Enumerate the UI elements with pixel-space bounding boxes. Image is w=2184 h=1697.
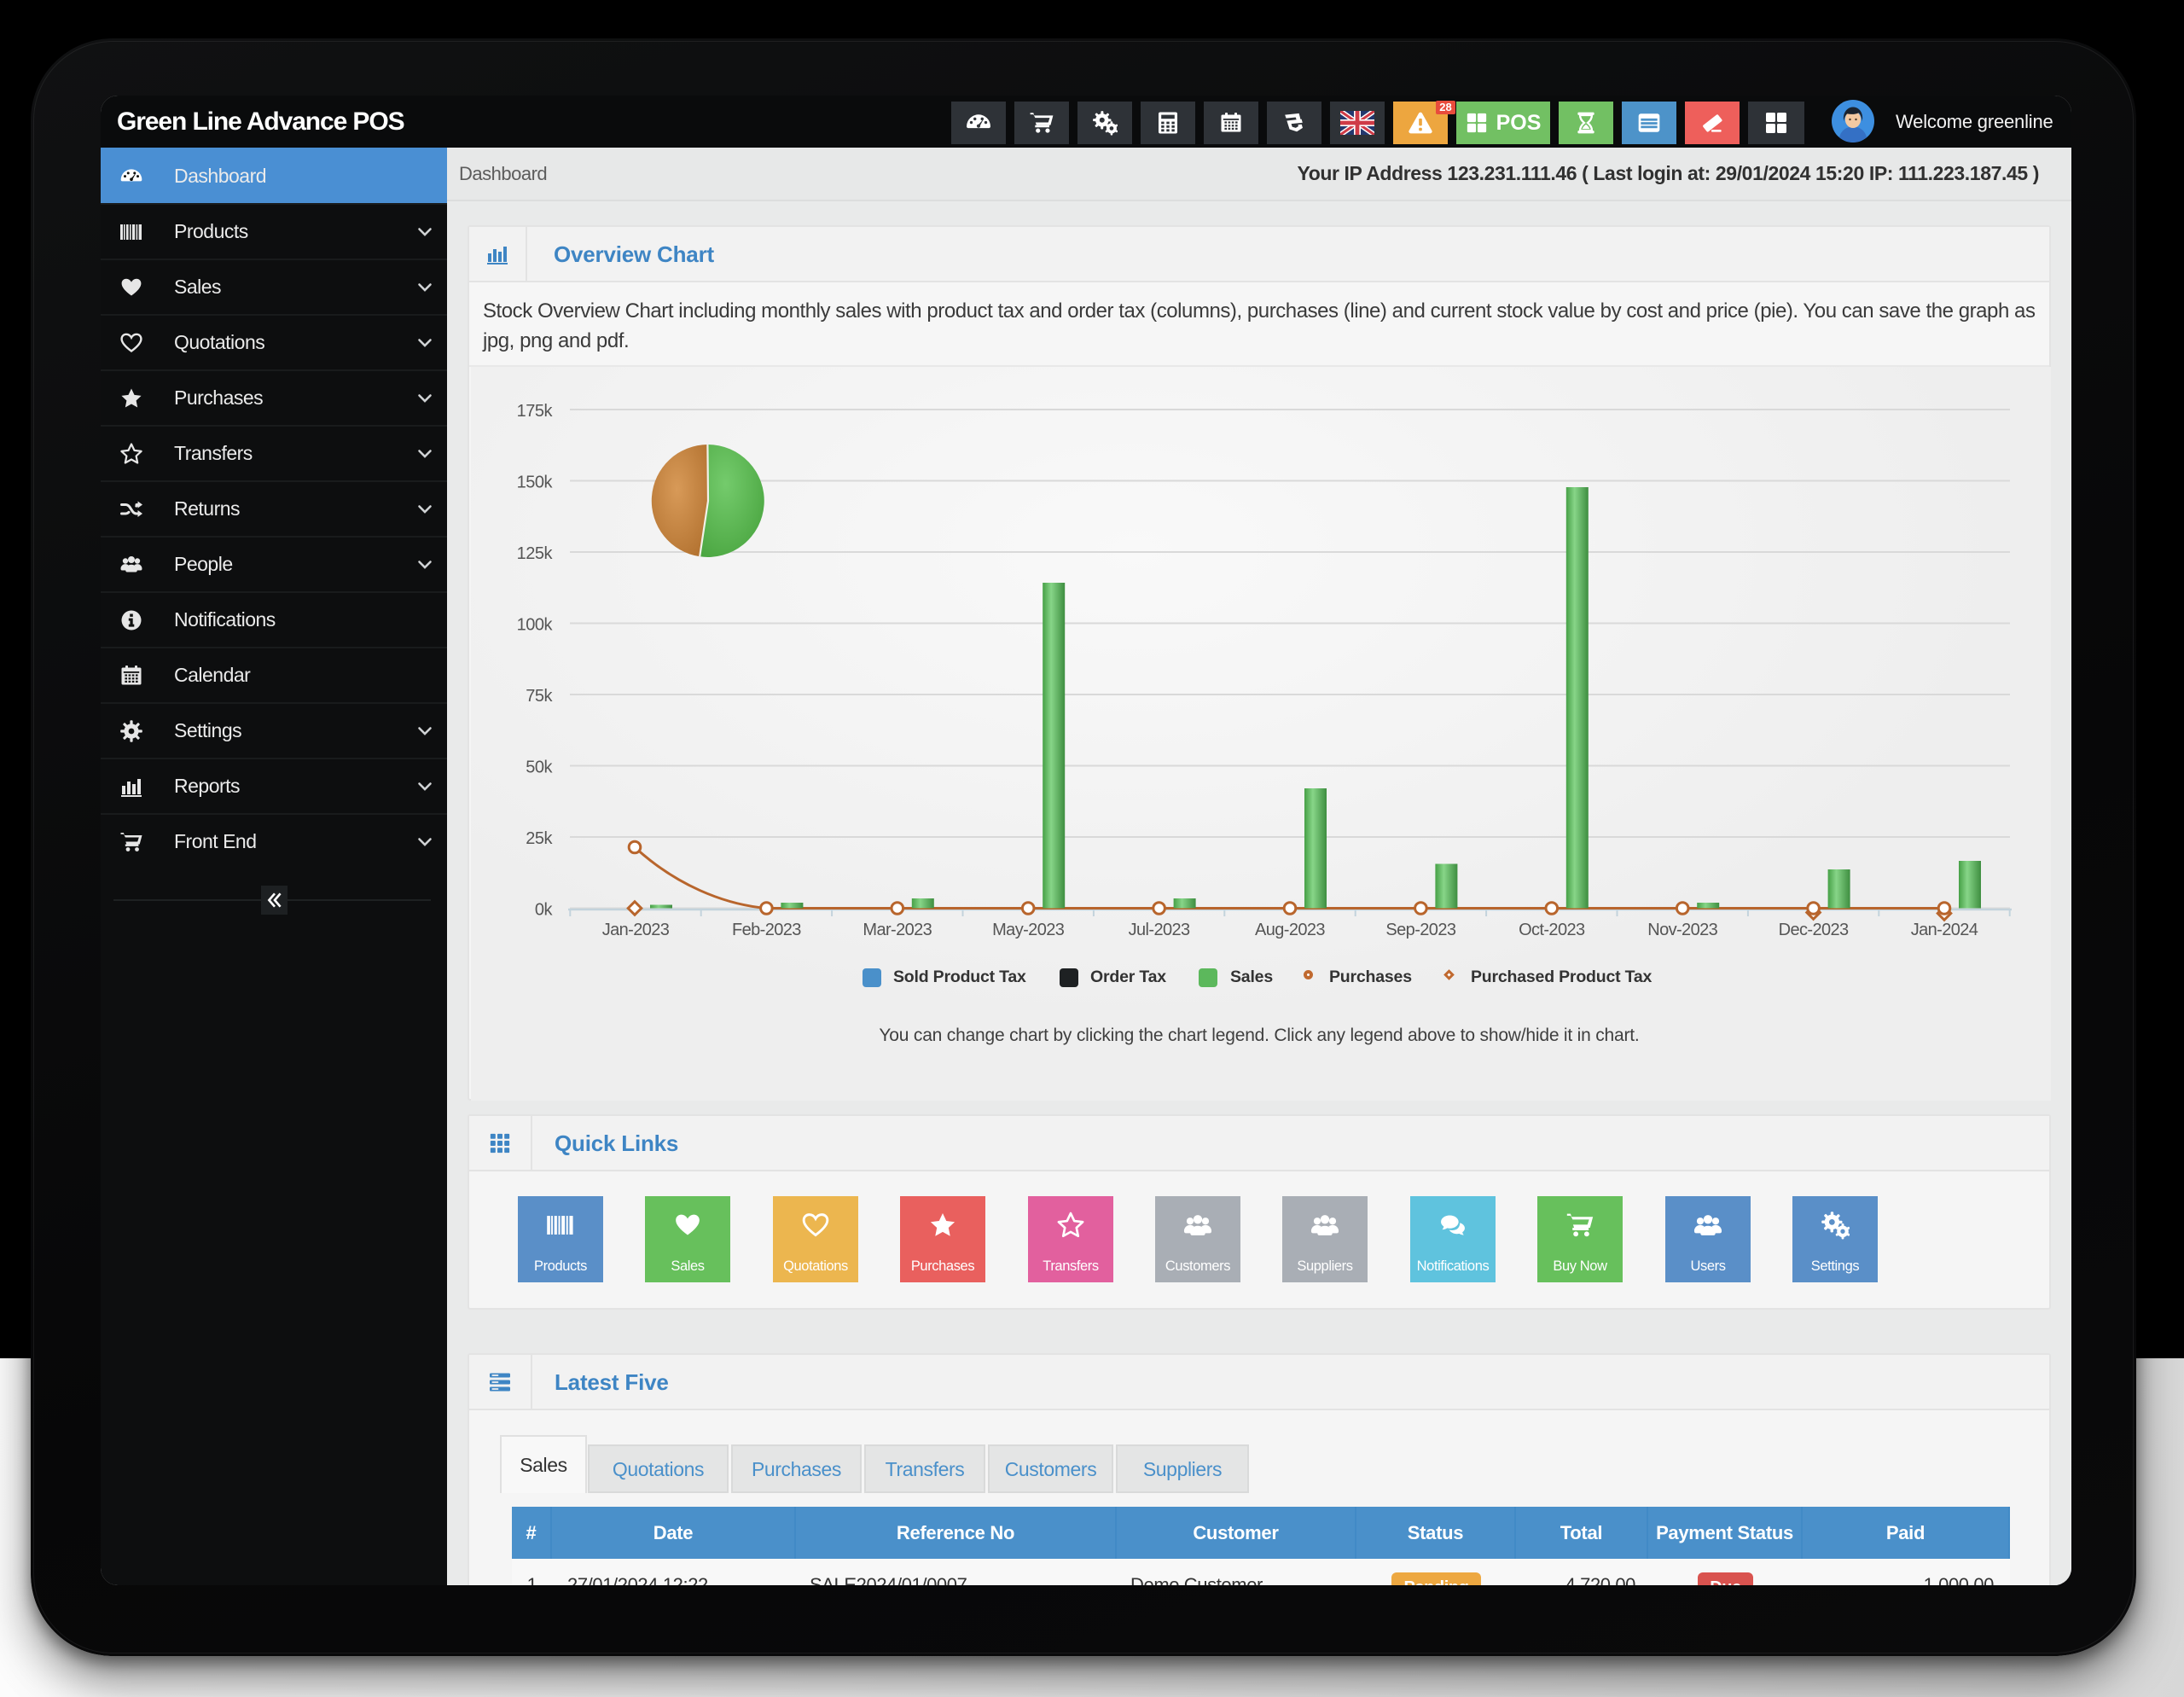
svg-text:25k: 25k (526, 829, 553, 848)
svg-text:150k: 150k (517, 474, 554, 492)
svg-text:Jul-2023: Jul-2023 (1129, 921, 1190, 939)
svg-text:Jan-2024: Jan-2024 (1911, 921, 1978, 939)
svg-text:Sep-2023: Sep-2023 (1385, 921, 1455, 939)
svg-text:175k: 175k (517, 402, 554, 421)
svg-text:Mar-2023: Mar-2023 (863, 921, 932, 939)
svg-text:0k: 0k (535, 901, 554, 920)
svg-text:May-2023: May-2023 (992, 921, 1065, 939)
svg-text:Oct-2023: Oct-2023 (1519, 921, 1585, 939)
svg-text:Nov-2023: Nov-2023 (1647, 921, 1717, 939)
svg-text:Jan-2023: Jan-2023 (602, 921, 670, 939)
svg-text:Feb-2023: Feb-2023 (732, 921, 801, 939)
svg-text:125k: 125k (517, 544, 554, 563)
svg-text:Dec-2023: Dec-2023 (1779, 921, 1849, 939)
svg-text:Aug-2023: Aug-2023 (1255, 921, 1325, 939)
svg-text:75k: 75k (526, 687, 553, 706)
svg-text:100k: 100k (517, 616, 554, 635)
svg-text:50k: 50k (526, 758, 553, 777)
